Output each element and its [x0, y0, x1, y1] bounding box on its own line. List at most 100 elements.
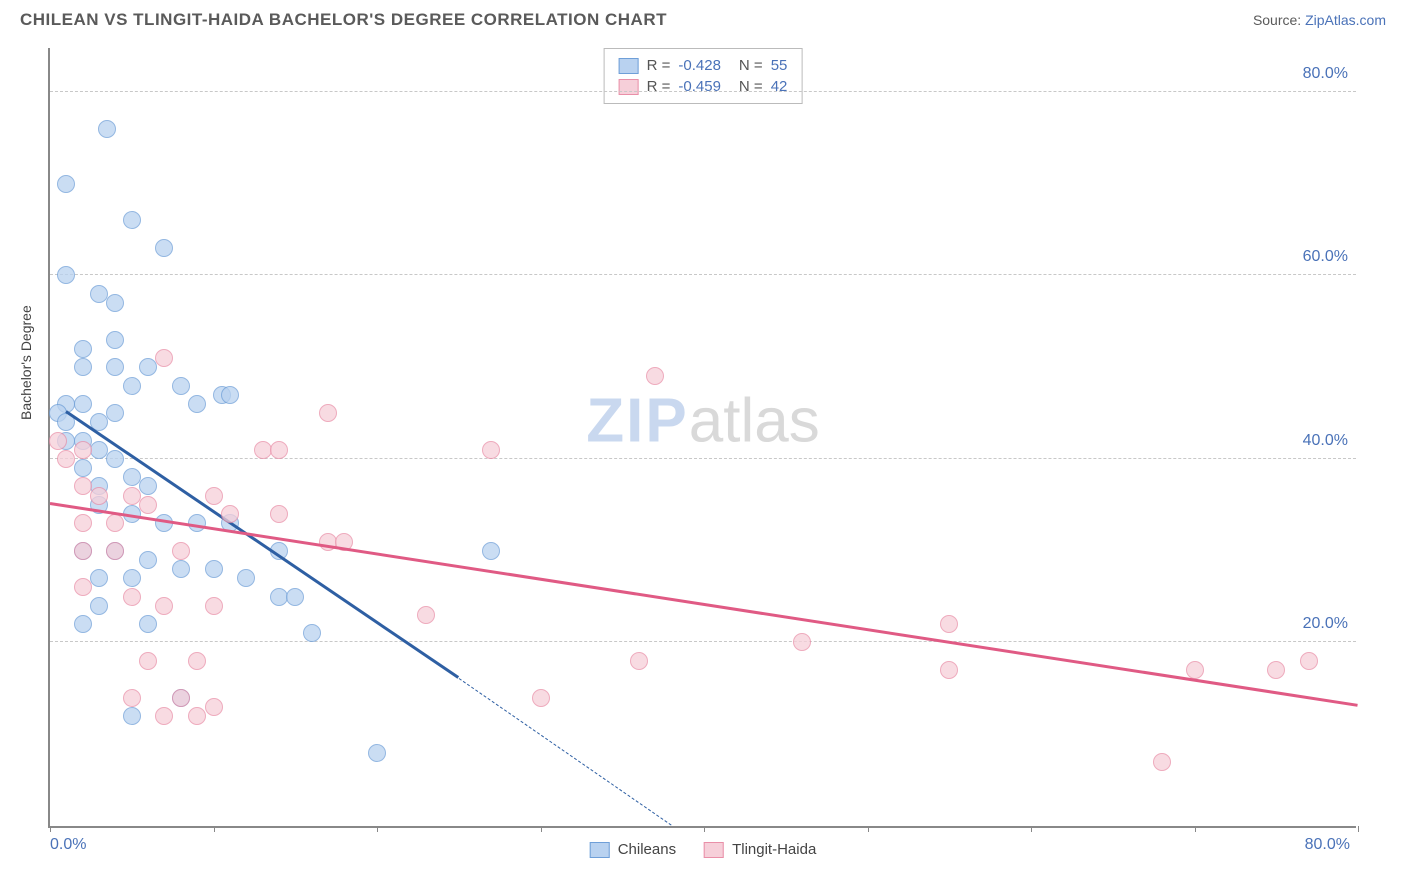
watermark: ZIPatlas — [586, 386, 819, 457]
x-tick — [50, 826, 51, 832]
legend-n-value: 42 — [771, 78, 788, 95]
data-point — [172, 560, 190, 578]
legend-r-value: -0.428 — [678, 57, 721, 74]
data-point — [123, 487, 141, 505]
data-point — [254, 441, 272, 459]
data-point — [74, 578, 92, 596]
data-point — [205, 560, 223, 578]
source-prefix: Source: — [1253, 12, 1301, 28]
legend-item: Chileans — [590, 841, 676, 858]
gridline — [50, 641, 1356, 642]
legend-n-label: N = — [739, 78, 763, 95]
data-point — [74, 441, 92, 459]
data-point — [205, 698, 223, 716]
gridline — [50, 458, 1356, 459]
data-point — [123, 569, 141, 587]
data-point — [90, 441, 108, 459]
data-point — [123, 377, 141, 395]
data-point — [793, 633, 811, 651]
data-point — [270, 505, 288, 523]
data-point — [123, 588, 141, 606]
data-point — [940, 615, 958, 633]
legend-n-value: 55 — [771, 57, 788, 74]
data-point — [188, 395, 206, 413]
scatter-plot: ZIPatlas R =-0.428N =55R =-0.459N =42 Ch… — [48, 48, 1356, 828]
data-point — [74, 358, 92, 376]
data-point — [172, 377, 190, 395]
correlation-legend: R = -0.428 N = 55 R = -0.459 N = 42 — [604, 48, 803, 104]
data-point — [630, 652, 648, 670]
data-point — [303, 624, 321, 642]
y-tick-label: 80.0% — [1303, 65, 1348, 83]
data-point — [1153, 753, 1171, 771]
data-point — [270, 441, 288, 459]
data-point — [123, 707, 141, 725]
legend-swatch — [704, 842, 724, 858]
data-point — [221, 386, 239, 404]
data-point — [940, 661, 958, 679]
watermark-zip: ZIP — [586, 387, 688, 456]
data-point — [74, 514, 92, 532]
data-point — [368, 744, 386, 762]
data-point — [172, 689, 190, 707]
legend-r-value: -0.459 — [678, 78, 721, 95]
data-point — [139, 477, 157, 495]
legend-label: Chileans — [618, 841, 676, 858]
data-point — [74, 395, 92, 413]
data-point — [482, 441, 500, 459]
x-tick — [1195, 826, 1196, 832]
series-legend: Chileans Tlingit-Haida — [590, 841, 817, 858]
data-point — [106, 450, 124, 468]
data-point — [57, 266, 75, 284]
y-axis-title: Bachelor's Degree — [18, 305, 34, 420]
data-point — [1300, 652, 1318, 670]
data-point — [646, 367, 664, 385]
legend-n-label: N = — [739, 57, 763, 74]
data-point — [139, 358, 157, 376]
x-tick — [377, 826, 378, 832]
x-tick — [868, 826, 869, 832]
data-point — [57, 175, 75, 193]
data-point — [205, 487, 223, 505]
data-point — [1186, 661, 1204, 679]
data-point — [139, 615, 157, 633]
legend-r-label: R = — [647, 57, 671, 74]
data-point — [123, 211, 141, 229]
data-point — [74, 477, 92, 495]
data-point — [188, 707, 206, 725]
data-point — [106, 404, 124, 422]
data-point — [90, 285, 108, 303]
data-point — [1267, 661, 1285, 679]
chart-title: CHILEAN VS TLINGIT-HAIDA BACHELOR'S DEGR… — [20, 10, 667, 30]
data-point — [155, 349, 173, 367]
data-point — [90, 597, 108, 615]
trend-line — [50, 502, 1358, 707]
gridline — [50, 274, 1356, 275]
data-point — [74, 542, 92, 560]
data-point — [270, 588, 288, 606]
legend-r-label: R = — [647, 78, 671, 95]
data-point — [123, 468, 141, 486]
data-point — [155, 239, 173, 257]
data-point — [139, 652, 157, 670]
data-point — [106, 514, 124, 532]
legend-item: Tlingit-Haida — [704, 841, 816, 858]
data-point — [286, 588, 304, 606]
data-point — [237, 569, 255, 587]
x-tick — [214, 826, 215, 832]
data-point — [74, 615, 92, 633]
x-axis-min-label: 0.0% — [50, 836, 86, 854]
y-tick-label: 40.0% — [1303, 432, 1348, 450]
legend-row: R = -0.428 N = 55 — [619, 55, 788, 76]
data-point — [532, 689, 550, 707]
data-point — [319, 404, 337, 422]
source-link[interactable]: ZipAtlas.com — [1305, 12, 1386, 28]
legend-swatch — [590, 842, 610, 858]
trend-line-extrapolated — [458, 678, 671, 826]
data-point — [139, 496, 157, 514]
data-point — [106, 358, 124, 376]
data-point — [188, 652, 206, 670]
data-point — [106, 331, 124, 349]
data-point — [98, 120, 116, 138]
data-point — [482, 542, 500, 560]
